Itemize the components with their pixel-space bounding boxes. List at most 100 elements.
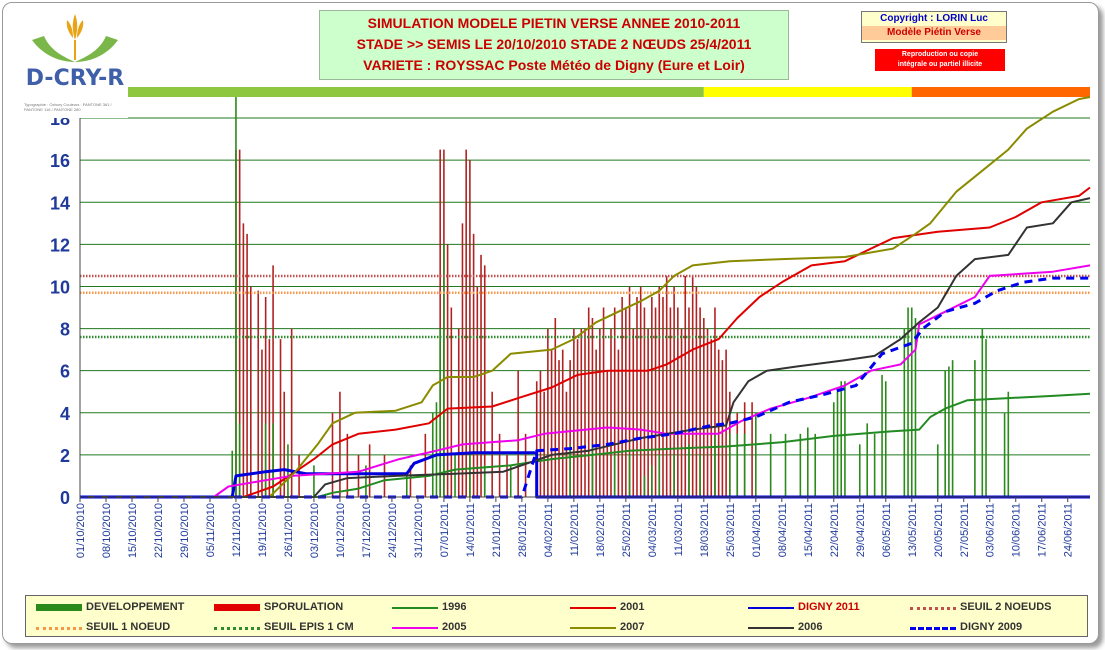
x-tick-label: 08/10/2010 xyxy=(101,503,113,558)
copyright-box: Copyright : LORIN Luc Modèle Piétin Vers… xyxy=(861,11,1007,43)
legend-item: 2001 xyxy=(570,599,745,617)
x-tick-label: 24/06/2011 xyxy=(1063,503,1075,557)
x-tick-label: 03/12/2010 xyxy=(309,503,321,558)
x-tick-label: 24/12/2010 xyxy=(387,503,399,558)
logo-small-print: Typographie : Oxbury Couleurs : PANTONE … xyxy=(24,102,112,112)
stage-band xyxy=(80,87,704,97)
legend-item: 2006 xyxy=(748,619,923,637)
legend-item: SEUIL 1 NOEUD xyxy=(36,619,211,637)
x-tick-label: 11/02/2011 xyxy=(569,503,581,556)
title-box: SIMULATION MODELE PIETIN VERSE ANNEE 201… xyxy=(319,10,789,80)
legend-label: DIGNY 2011 xyxy=(798,601,860,613)
copyright-line-2: Modèle Piétin Verse xyxy=(862,26,1006,40)
x-tick-label: 14/01/2011 xyxy=(465,503,477,557)
legend-item: SPORULATION xyxy=(214,599,389,617)
copyright-line-1: Copyright : LORIN Luc xyxy=(880,13,988,24)
x-tick-label: 05/11/2010 xyxy=(205,503,217,557)
x-tick-label: 04/02/2011 xyxy=(543,503,555,557)
legend-label: 2005 xyxy=(442,621,467,633)
x-tick-label: 28/01/2011 xyxy=(517,503,529,557)
legend-swatch xyxy=(36,604,82,611)
legend-swatch xyxy=(36,627,82,630)
legend-swatch xyxy=(910,627,956,630)
x-tick-label: 17/06/2011 xyxy=(1037,503,1049,557)
logo: D-CRY-R Typographie : Oxbury Couleurs : … xyxy=(22,10,128,118)
x-tick-label: 25/02/2011 xyxy=(621,503,633,557)
stage-band xyxy=(911,87,1090,97)
legend-label: DEVELOPPEMENT xyxy=(86,601,185,613)
y-tick-label: 4 xyxy=(60,404,70,424)
y-tick-label: 0 xyxy=(60,488,70,508)
series-line xyxy=(80,96,1091,498)
legend: DEVELOPPEMENT SPORULATION 1996 2001 DIGN… xyxy=(25,595,1088,637)
x-tick-label: 25/03/2011 xyxy=(725,503,737,557)
legend-item: 2005 xyxy=(392,619,567,637)
x-tick-label: 19/11/2010 xyxy=(257,503,269,557)
x-tick-label: 18/03/2011 xyxy=(699,503,711,557)
legend-swatch xyxy=(570,607,616,609)
warning-box: Reproduction ou copie intégrale ou parti… xyxy=(875,49,1005,71)
x-tick-label: 27/05/2011 xyxy=(959,503,971,557)
y-tick-label: 12 xyxy=(50,235,70,255)
y-tick-label: 6 xyxy=(60,362,70,382)
legend-swatch xyxy=(392,607,438,609)
x-tick-label: 06/05/2011 xyxy=(881,503,893,557)
x-tick-label: 15/04/2011 xyxy=(803,503,815,557)
x-tick-label: 12/11/2010 xyxy=(231,503,243,557)
legend-label: SPORULATION xyxy=(264,601,344,613)
title-line-1: SIMULATION MODELE PIETIN VERSE ANNEE 201… xyxy=(367,15,741,31)
legend-label: 2001 xyxy=(620,601,645,613)
wheat-hands-icon xyxy=(32,14,118,62)
series-line xyxy=(80,264,1091,498)
legend-swatch xyxy=(214,604,260,611)
legend-label: SEUIL 1 NOEUD xyxy=(86,621,171,633)
legend-label: SEUIL EPIS 1 CM xyxy=(264,621,354,633)
legend-label: 2006 xyxy=(798,621,823,633)
y-tick-label: 10 xyxy=(50,277,70,297)
x-tick-label: 10/12/2010 xyxy=(335,503,347,558)
legend-swatch xyxy=(748,607,794,609)
x-tick-label: 20/05/2011 xyxy=(933,503,945,557)
series-line xyxy=(80,392,1091,498)
x-tick-label: 08/04/2011 xyxy=(777,503,789,557)
legend-item: SEUIL EPIS 1 CM xyxy=(214,619,389,637)
legend-item: DEVELOPPEMENT xyxy=(36,599,211,617)
legend-item: 2007 xyxy=(570,619,745,637)
x-tick-label: 07/01/2011 xyxy=(439,503,451,557)
logo-text: D-CRY-R xyxy=(25,66,125,91)
legend-swatch xyxy=(392,627,438,629)
warning-line-1: Reproduction ou copie xyxy=(901,51,979,58)
legend-item: DIGNY 2011 xyxy=(748,599,923,617)
y-tick-label: 14 xyxy=(50,193,70,213)
x-tick-label: 29/04/2011 xyxy=(855,503,867,557)
x-tick-label: 18/02/2011 xyxy=(595,503,607,557)
legend-swatch xyxy=(748,627,794,629)
y-tick-label: 16 xyxy=(50,151,70,171)
series-line xyxy=(80,186,1091,498)
warning-line-2: intégrale ou partiel illicite xyxy=(897,61,983,68)
x-tick-label: 11/03/2011 xyxy=(673,503,685,556)
x-tick-label: 01/10/2010 xyxy=(75,503,87,558)
legend-label: 2007 xyxy=(620,621,645,633)
y-tick-label: 2 xyxy=(60,446,70,466)
legend-swatch xyxy=(910,607,956,610)
x-tick-label: 21/01/2011 xyxy=(491,503,503,557)
series-line xyxy=(80,451,1090,499)
legend-label: DIGNY 2009 xyxy=(960,621,1023,633)
x-tick-label: 22/10/2010 xyxy=(153,503,165,558)
x-tick-label: 17/12/2010 xyxy=(361,503,373,558)
legend-swatch xyxy=(214,627,260,630)
x-tick-label: 01/04/2011 xyxy=(751,503,763,557)
stage-band xyxy=(703,87,912,97)
x-tick-label: 04/03/2011 xyxy=(647,503,659,557)
x-tick-label: 26/11/2010 xyxy=(283,503,295,557)
series-line xyxy=(80,276,1090,499)
x-tick-label: 31/12/2010 xyxy=(413,503,425,558)
y-tick-label: 8 xyxy=(60,320,70,340)
legend-swatch xyxy=(570,627,616,629)
x-tick-label: 15/10/2010 xyxy=(127,503,139,558)
legend-item: 1996 xyxy=(392,599,567,617)
x-tick-label: 10/06/2011 xyxy=(1011,503,1023,557)
x-tick-label: 03/06/2011 xyxy=(985,503,997,557)
